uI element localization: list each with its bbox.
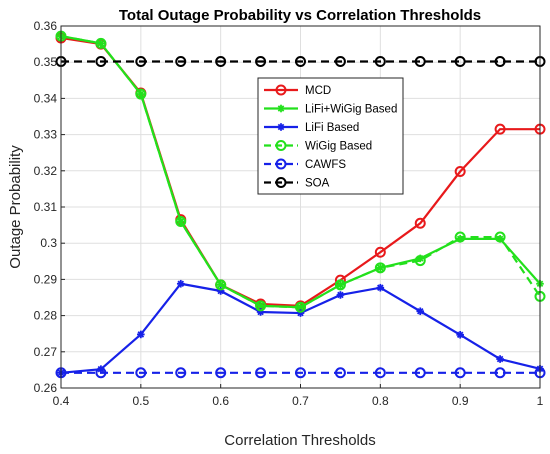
data-point <box>175 55 187 67</box>
data-point <box>135 367 147 379</box>
x-tick-label: 0.7 <box>292 394 309 408</box>
data-point <box>494 55 506 67</box>
data-point <box>496 355 504 363</box>
data-point <box>215 55 227 67</box>
y-tick-label: 0.3 <box>40 236 57 250</box>
data-point <box>334 367 346 379</box>
legend-box <box>257 77 404 195</box>
data-point <box>414 255 426 267</box>
data-point <box>295 367 306 379</box>
y-tick-label: 0.33 <box>34 128 58 142</box>
data-point <box>454 231 466 243</box>
data-point <box>135 88 147 100</box>
marker-stroke <box>277 105 285 112</box>
data-point <box>215 367 227 379</box>
data-point <box>336 291 345 299</box>
y-tick-label: 0.36 <box>34 19 58 33</box>
x-tick-label: 0.4 <box>53 394 70 408</box>
y-axis-ticks: 0.26 0.27 0.28 0.29 0.3 0.31 0.32 0.33 0.34 0.35 0… <box>34 19 65 395</box>
data-point <box>454 367 466 379</box>
chart-title: Total Outage Probability vs Correlation … <box>119 7 481 24</box>
marker-stroke <box>456 331 464 339</box>
series-layer <box>55 30 546 379</box>
y-tick-label: 0.28 <box>34 309 58 323</box>
series-cawfs <box>55 367 546 379</box>
data-point <box>334 279 346 291</box>
data-point <box>95 37 107 49</box>
data-point <box>175 215 187 227</box>
legend-marker <box>275 84 287 96</box>
legend-label: LiFi+WiGig Based <box>305 104 397 116</box>
data-point <box>295 301 306 313</box>
x-tick-label: 0.6 <box>212 394 229 408</box>
data-point <box>414 367 426 379</box>
data-point <box>414 217 426 229</box>
x-tick-label: 1 <box>537 394 544 408</box>
marker-stroke <box>277 123 285 131</box>
data-point <box>374 55 386 67</box>
data-point <box>135 55 147 67</box>
legend-marker <box>275 177 287 188</box>
data-point <box>295 55 306 67</box>
y-tick-label: 0.31 <box>34 200 58 214</box>
marker-stroke <box>297 303 304 311</box>
series-line <box>60 35 541 309</box>
legend-label: CAWFS <box>305 159 346 171</box>
y-tick-label: 0.32 <box>34 164 58 178</box>
data-point <box>494 231 506 243</box>
legend-marker <box>275 158 287 170</box>
legend-label: MCD <box>305 85 331 97</box>
legend-label: WiGig Based <box>305 141 372 153</box>
marker-stroke <box>337 291 344 299</box>
y-tick-label: 0.34 <box>34 91 58 105</box>
x-tick-label: 0.9 <box>452 394 469 408</box>
data-point <box>255 300 267 312</box>
data-point <box>95 367 107 379</box>
data-point <box>137 330 145 339</box>
marker-stroke <box>177 280 185 288</box>
data-point <box>175 367 187 379</box>
data-point <box>374 246 386 258</box>
y-tick-label: 0.29 <box>34 272 58 286</box>
data-point <box>215 279 227 291</box>
legend: MCD LiFi+WiGig Based LiFi Based WiGig Based… <box>257 77 404 195</box>
x-tick-label: 0.8 <box>372 394 389 408</box>
marker-stroke <box>496 355 504 363</box>
data-point <box>416 307 425 316</box>
data-point <box>456 330 464 339</box>
data-point <box>454 55 466 67</box>
data-point <box>376 283 385 292</box>
data-point <box>255 367 267 379</box>
x-tick-label: 0.5 <box>132 394 149 408</box>
marker-stroke <box>137 331 145 338</box>
y-tick-label: 0.27 <box>34 345 58 359</box>
data-point <box>414 55 426 67</box>
y-tick-label: 0.35 <box>34 55 58 69</box>
data-point <box>334 55 346 67</box>
legend-label: SOA <box>305 178 330 190</box>
legend-marker <box>277 123 285 131</box>
legend-label: LiFi Based <box>305 122 359 134</box>
legend-marker <box>277 104 285 113</box>
marker-stroke <box>377 284 384 292</box>
y-axis-label: Outage Probability <box>7 145 24 269</box>
data-point <box>95 55 107 67</box>
x-axis-ticks: 0.4 0.5 0.6 0.7 0.8 0.9 1 <box>53 384 544 408</box>
data-point <box>374 262 386 274</box>
data-point <box>494 367 506 379</box>
x-axis-label: Correlation Thresholds <box>224 432 375 449</box>
legend-marker <box>275 140 287 151</box>
y-tick-label: 0.26 <box>34 381 58 395</box>
data-point <box>454 166 466 178</box>
data-point <box>255 55 267 67</box>
marker-stroke <box>416 307 424 315</box>
data-point <box>494 123 506 135</box>
data-point <box>176 279 185 288</box>
data-point <box>374 367 386 379</box>
series-wigig-based <box>55 30 546 313</box>
